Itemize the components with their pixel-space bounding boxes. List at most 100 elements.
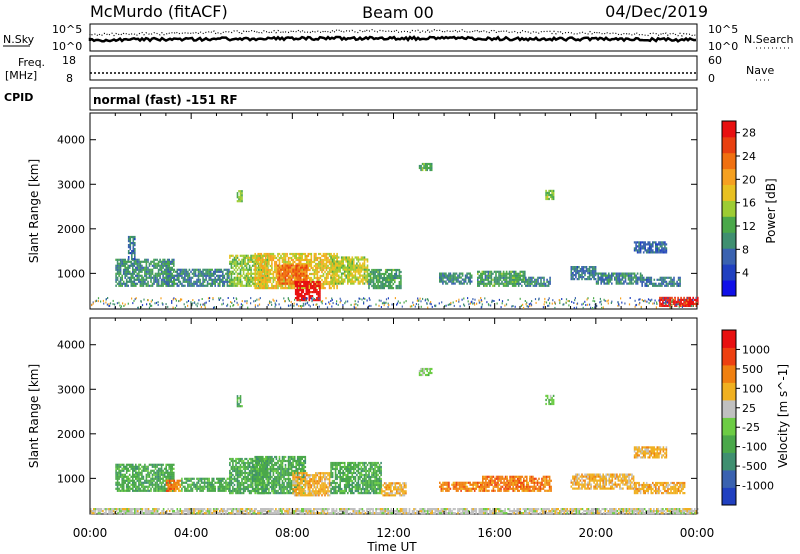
data-cell	[383, 276, 385, 280]
data-cell	[504, 274, 506, 277]
data-cell	[621, 301, 623, 304]
data-cell	[635, 304, 637, 307]
data-cell	[241, 264, 243, 267]
data-cell	[156, 266, 158, 269]
data-cell	[165, 465, 167, 468]
data-cell	[513, 274, 515, 277]
data-cell	[258, 276, 261, 280]
data-cell	[281, 252, 284, 256]
data-cell	[636, 278, 639, 281]
data-cell	[130, 280, 133, 283]
data-cell	[222, 302, 224, 305]
data-cell	[258, 256, 261, 260]
data-cell	[677, 276, 680, 279]
data-cell	[125, 465, 128, 468]
data-cell	[664, 247, 666, 250]
data-cell	[212, 270, 215, 273]
data-cell	[293, 280, 296, 283]
data-cell	[307, 287, 309, 290]
data-cell	[175, 487, 177, 490]
data-cell	[151, 463, 154, 466]
data-cell	[347, 282, 349, 285]
data-cell	[369, 278, 372, 282]
data-cell	[150, 481, 152, 484]
data-cell	[670, 278, 672, 281]
data-cell	[284, 278, 287, 281]
data-cell	[303, 268, 305, 271]
data-cell	[334, 254, 337, 258]
data-cell	[319, 280, 321, 284]
data-cell	[144, 479, 146, 482]
data-cell	[244, 276, 246, 279]
data-cell	[584, 272, 586, 275]
data-cell	[150, 278, 152, 281]
data-cell	[196, 477, 198, 480]
data-cell	[245, 487, 248, 491]
data-cell	[416, 299, 418, 302]
data-cell	[173, 284, 175, 287]
data-cell	[151, 272, 154, 275]
data-cell	[304, 266, 307, 269]
data-cell	[157, 477, 160, 480]
data-cell	[168, 272, 171, 275]
data-cell	[271, 258, 273, 262]
data-cell	[287, 272, 290, 275]
data-cell	[639, 272, 642, 275]
data-cell	[313, 276, 316, 280]
data-cell	[165, 463, 167, 466]
data-cell	[202, 272, 204, 275]
data-cell	[311, 287, 314, 290]
data-cell	[131, 250, 133, 253]
data-cell	[659, 298, 661, 301]
data-cell	[121, 278, 123, 281]
data-cell	[695, 298, 698, 301]
data-cell	[681, 302, 684, 305]
data-cell	[275, 272, 278, 276]
data-cell	[287, 282, 290, 286]
data-cell	[299, 260, 302, 264]
data-cell	[357, 300, 359, 303]
data-cell	[636, 280, 639, 283]
data-cell	[337, 270, 340, 273]
data-cell	[255, 276, 258, 280]
data-cell	[290, 280, 293, 283]
data-cell	[166, 258, 169, 261]
data-cell	[233, 477, 236, 481]
data-cell	[245, 284, 248, 287]
data-cell	[250, 272, 252, 275]
data-cell	[209, 270, 212, 273]
data-cell	[148, 268, 151, 271]
data-cell	[673, 282, 675, 285]
data-cell	[139, 489, 142, 492]
data-cell	[166, 473, 169, 476]
data-cell	[242, 471, 245, 475]
data-cell	[334, 268, 337, 271]
data-cell	[157, 475, 160, 478]
data-cell	[212, 485, 215, 488]
data-cell	[505, 272, 508, 275]
data-cell	[170, 483, 172, 486]
data-cell	[548, 297, 550, 300]
data-cell	[162, 485, 164, 488]
data-cell	[680, 298, 682, 301]
data-cell	[278, 260, 281, 264]
data-cell	[377, 274, 379, 278]
data-cell	[125, 274, 128, 277]
data-cell	[128, 465, 131, 468]
data-cell	[652, 249, 654, 252]
data-cell	[356, 262, 358, 265]
data-cell	[232, 457, 234, 461]
data-cell	[312, 278, 314, 282]
data-cell	[145, 262, 148, 265]
data-cell	[148, 485, 151, 488]
data-cell	[389, 280, 392, 284]
data-cell	[121, 487, 123, 490]
data-cell	[242, 487, 245, 491]
data-cell	[614, 276, 616, 279]
data-cell	[383, 287, 385, 290]
data-cell	[501, 300, 504, 303]
data-cell	[127, 250, 130, 253]
data-cell	[254, 278, 256, 282]
data-cell	[153, 463, 155, 466]
data-cell	[330, 262, 332, 265]
